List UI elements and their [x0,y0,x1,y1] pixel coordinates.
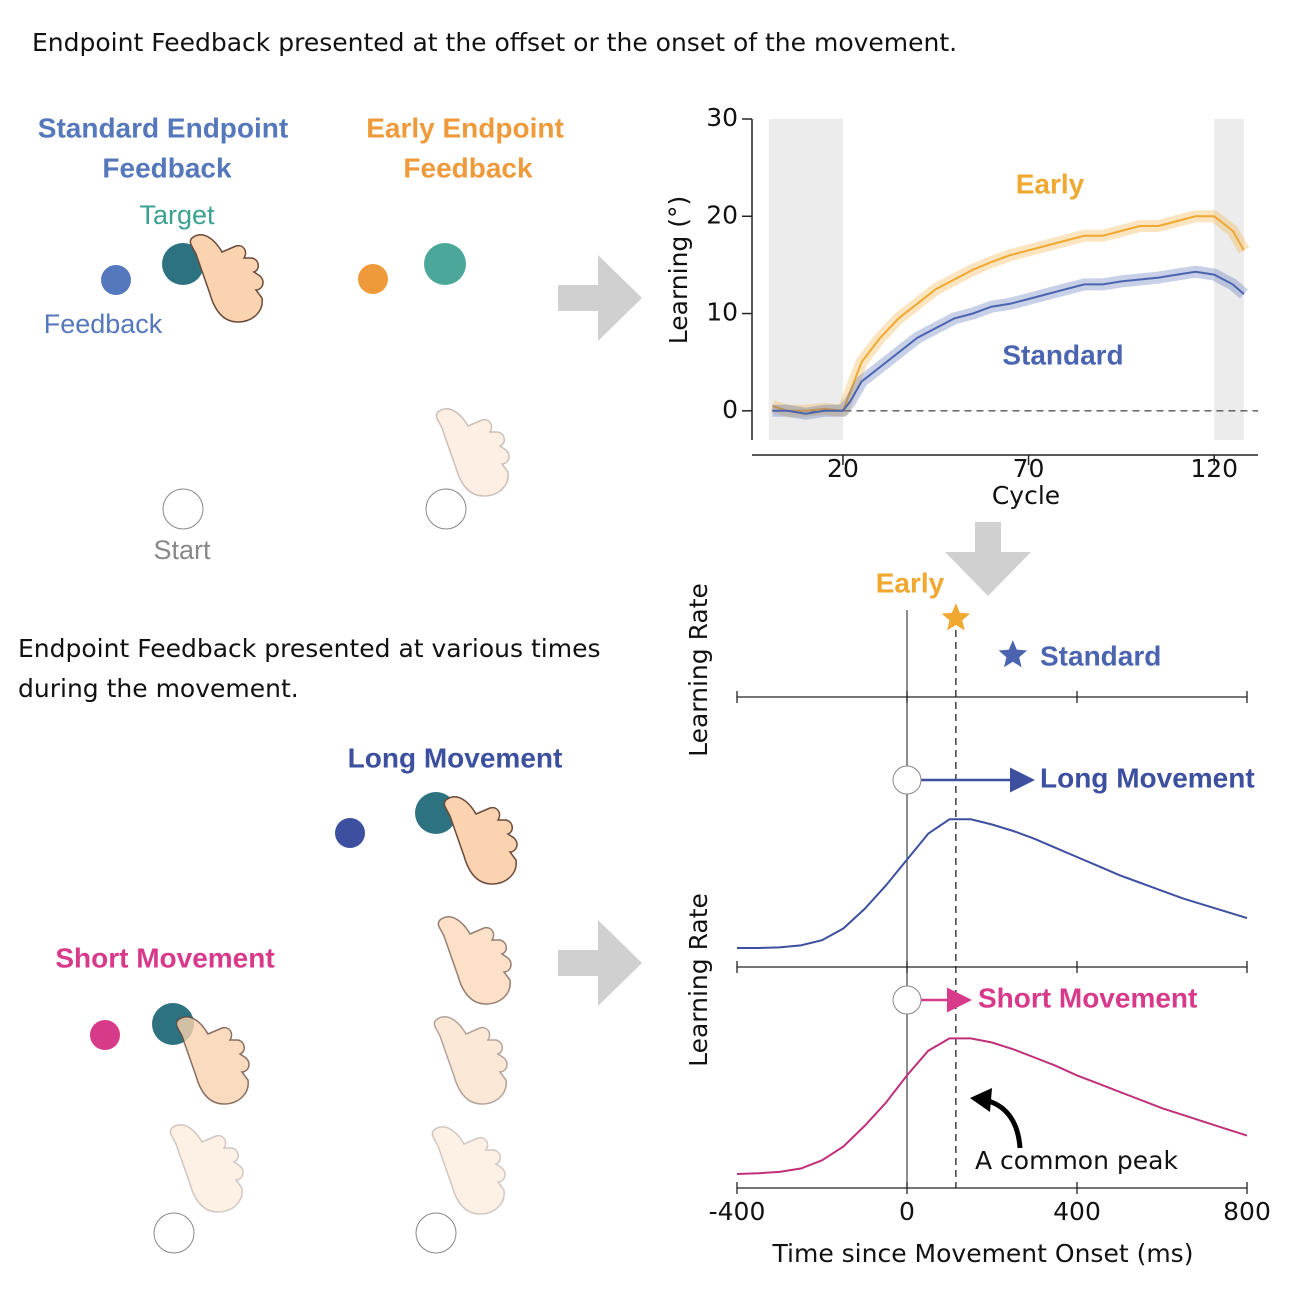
star [998,640,1028,668]
caption: Endpoint Feedback presented at various t… [18,634,600,663]
diagram-title: Standard Endpoint [38,112,288,143]
caption: Endpoint Feedback presented at the offse… [32,28,957,57]
series-line [772,270,1245,415]
shaded-region [768,119,843,440]
flow-arrow [558,920,642,1006]
y-tick-label: 0 [722,395,738,424]
hand [175,1016,250,1105]
y-axis-label: Learning Rate [684,583,713,757]
diagram-title: Long Movement [348,742,563,773]
y-tick-label: 10 [706,298,738,327]
hand [443,796,518,885]
star [941,603,971,631]
start-label: Start [153,535,211,565]
x-tick-label: 400 [1053,1197,1101,1226]
series-label: Early [1016,168,1085,199]
start-circle [162,488,204,530]
x-tick-label: -400 [709,1197,766,1226]
x-tick-label: 20 [827,454,859,483]
y-tick-label: 30 [706,103,738,132]
x-tick-label: 0 [899,1197,915,1226]
target-dot [424,243,466,285]
point-label: Early [876,567,945,598]
feedback-label: Feedback [44,309,163,339]
annotation-arrowhead [970,1088,992,1112]
series-line [772,215,1245,412]
start-circle [892,985,922,1015]
diagram-title: Early Endpoint [366,112,564,143]
target-label: Target [139,200,215,230]
caption: during the movement. [18,674,299,703]
point-label: Standard [1040,640,1161,671]
y-axis-label: Learning (°) [664,196,693,345]
feedback-dot [358,264,388,294]
series-line [737,818,1248,949]
flow-arrow [945,522,1031,596]
hand [433,1016,508,1105]
target-dot [162,243,204,285]
hand [431,1126,506,1215]
diagram-title: Feedback [102,152,232,183]
start-circle [153,1212,195,1254]
series-line [736,1037,1248,1175]
feedback-dot [101,265,131,295]
hand [437,916,512,1005]
series-label: Standard [1002,339,1123,370]
annotation: A common peak [975,1146,1178,1175]
series-label: Long Movement [1040,762,1255,793]
diagram-title: Feedback [403,152,533,183]
x-tick-label: 120 [1190,454,1238,483]
series-label: Short Movement [978,982,1197,1013]
start-circle [892,765,922,795]
hand [169,1124,244,1213]
error-band [770,210,1250,417]
y-tick-label: 20 [706,200,738,229]
start-circle [415,1212,457,1254]
x-axis-label: Cycle [992,481,1060,510]
feedback-dot [335,818,365,848]
diagram-title: Short Movement [55,942,274,973]
flow-arrow [558,255,642,341]
x-axis-label: Time since Movement Onset (ms) [772,1239,1194,1268]
shaded-region [1214,119,1244,440]
x-tick-label: 800 [1223,1197,1271,1226]
start-circle [425,488,467,530]
feedback-dot [90,1020,120,1050]
y-axis-label: Learning Rate [684,893,713,1067]
x-tick-label: 70 [1013,454,1045,483]
hand [435,408,510,497]
hand [189,234,264,323]
